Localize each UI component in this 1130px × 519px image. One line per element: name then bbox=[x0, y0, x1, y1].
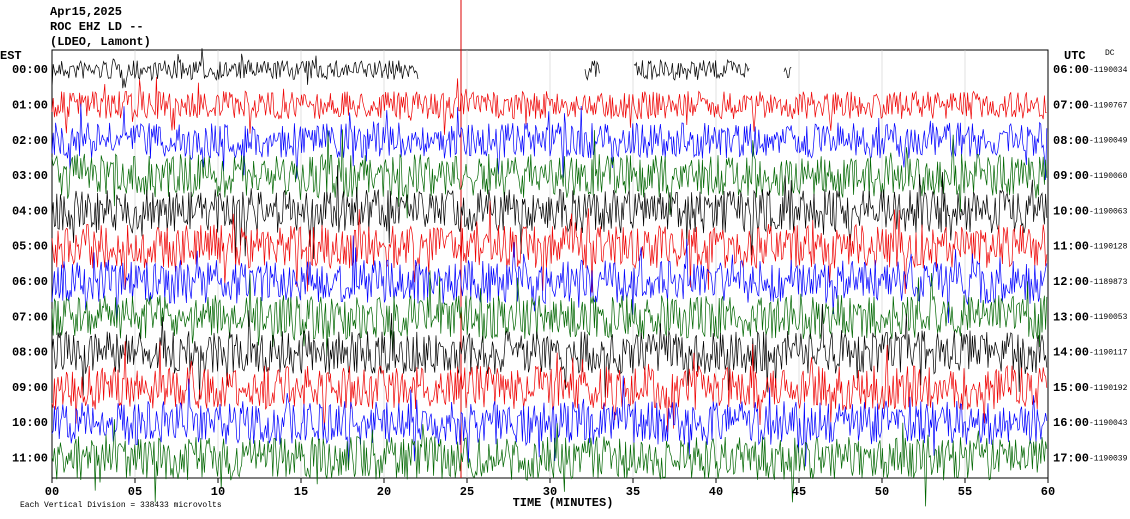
left-hour-label: 04:00 bbox=[12, 204, 48, 218]
trace bbox=[51, 76, 1047, 135]
trace bbox=[51, 200, 1048, 294]
right-hour-label: 08:00 bbox=[1053, 134, 1089, 148]
right-hour-label: 11:00 bbox=[1053, 240, 1089, 254]
left-hour-label: 11:00 bbox=[12, 451, 48, 465]
header-line: Apr15,2025 bbox=[50, 5, 122, 19]
right-offset: -1190767 bbox=[1089, 101, 1128, 110]
trace bbox=[783, 66, 792, 79]
right-offset: -1190128 bbox=[1089, 243, 1128, 252]
trace bbox=[633, 58, 750, 81]
right-offset: -1190043 bbox=[1089, 419, 1128, 428]
right-offset: -1190117 bbox=[1089, 349, 1128, 358]
x-tick-label: 20 bbox=[377, 485, 391, 499]
trace bbox=[51, 270, 1048, 357]
trace bbox=[584, 60, 600, 81]
x-tick-label: 40 bbox=[709, 485, 723, 499]
left-axis-title: EST bbox=[0, 49, 22, 63]
right-hour-label: 17:00 bbox=[1053, 451, 1089, 465]
left-hour-label: 02:00 bbox=[12, 134, 48, 148]
x-tick-label: 00 bbox=[45, 485, 59, 499]
trace bbox=[51, 235, 1048, 324]
x-axis-title: TIME (MINUTES) bbox=[513, 496, 614, 510]
left-hour-label: 03:00 bbox=[12, 169, 48, 183]
x-tick-label: 15 bbox=[294, 485, 308, 499]
right-hour-label: 13:00 bbox=[1053, 310, 1089, 324]
trace bbox=[51, 341, 1048, 433]
right-hour-label: 15:00 bbox=[1053, 381, 1089, 395]
left-hour-label: 09:00 bbox=[12, 381, 48, 395]
right-offset: -1190063 bbox=[1089, 207, 1128, 216]
left-hour-label: 06:00 bbox=[12, 275, 48, 289]
header-line: ROC EHZ LD -- bbox=[50, 20, 144, 34]
left-hour-label: 01:00 bbox=[12, 98, 48, 112]
right-offset: -1190034 bbox=[1089, 66, 1128, 75]
footer-note: Each Vertical Division = 338433 microvol… bbox=[20, 501, 222, 510]
dc-label: DC bbox=[1105, 49, 1115, 58]
right-hour-label: 10:00 bbox=[1053, 204, 1089, 218]
trace bbox=[51, 419, 1048, 507]
right-offset: -1189873 bbox=[1089, 278, 1128, 287]
x-tick-label: 55 bbox=[958, 485, 972, 499]
left-hour-label: 08:00 bbox=[12, 346, 48, 360]
header-line: (LDEO, Lamont) bbox=[50, 35, 151, 49]
x-tick-label: 35 bbox=[626, 485, 640, 499]
right-hour-label: 06:00 bbox=[1053, 63, 1089, 77]
trace bbox=[51, 303, 1048, 400]
right-offset: -1190049 bbox=[1089, 137, 1128, 146]
x-tick-label: 10 bbox=[211, 485, 225, 499]
left-hour-label: 10:00 bbox=[12, 416, 48, 430]
trace bbox=[51, 48, 419, 89]
x-tick-label: 30 bbox=[543, 485, 557, 499]
right-offset: -1190053 bbox=[1089, 313, 1128, 322]
traces bbox=[51, 48, 1048, 507]
x-tick-label: 05 bbox=[128, 485, 142, 499]
right-offset: -1190192 bbox=[1089, 384, 1128, 393]
x-tick-label: 50 bbox=[875, 485, 889, 499]
right-axis-title: UTC bbox=[1064, 49, 1086, 63]
trace bbox=[51, 165, 1048, 260]
left-hour-label: 05:00 bbox=[12, 240, 48, 254]
right-hour-label: 16:00 bbox=[1053, 416, 1089, 430]
x-tick-label: 45 bbox=[792, 485, 806, 499]
left-hour-label: 00:00 bbox=[12, 63, 48, 77]
right-hour-label: 12:00 bbox=[1053, 275, 1089, 289]
right-hour-label: 14:00 bbox=[1053, 346, 1089, 360]
trace bbox=[51, 375, 1048, 467]
x-tick-label: 25 bbox=[460, 485, 474, 499]
left-hour-label: 07:00 bbox=[12, 310, 48, 324]
right-hour-label: 09:00 bbox=[1053, 169, 1089, 183]
right-offset: -1190060 bbox=[1089, 172, 1128, 181]
right-offset: -1190039 bbox=[1089, 454, 1128, 463]
right-hour-label: 07:00 bbox=[1053, 98, 1089, 112]
trace bbox=[51, 103, 1048, 181]
x-tick-label: 60 bbox=[1041, 485, 1055, 499]
